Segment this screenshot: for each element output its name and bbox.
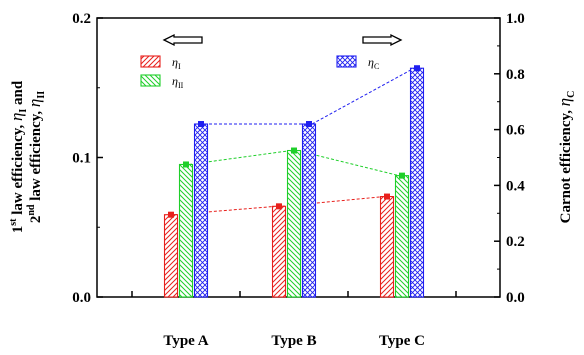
marker-I [276, 203, 282, 210]
left-tick-label: 0.0 [72, 290, 91, 306]
right-axis-label-text: Carnot efficiency, ηC [555, 91, 577, 224]
legend-swatch-I [140, 55, 161, 68]
marker-C [198, 121, 204, 128]
bar-C-type-a [193, 123, 209, 298]
legend: ηI ηII ηC [140, 55, 379, 90]
left-tick-label: 0.1 [72, 151, 91, 167]
marker-C [306, 121, 312, 128]
left-tick-label: 0.2 [72, 11, 91, 27]
bar-II-type-c [394, 175, 410, 298]
x-axis: Type A Type B Type C [131, 291, 457, 349]
marker-II [291, 147, 297, 154]
bar-C-type-c [409, 67, 425, 298]
right-tick-label: 0.6 [506, 123, 525, 139]
markers [168, 65, 420, 218]
left-axis-label-text: 1st law efficiency, ηI and [7, 80, 29, 233]
bar-II-type-b [286, 149, 302, 298]
marker-I [168, 211, 174, 218]
direction-arrows [162, 33, 403, 47]
right-axis-label: Carnot efficiency, ηC [555, 91, 577, 224]
x-category-label: Type B [271, 333, 316, 349]
marker-II [183, 161, 189, 168]
x-category-label: Type A [163, 333, 208, 349]
right-tick-label: 0.2 [506, 234, 525, 250]
x-category-label: Type C [379, 333, 425, 349]
bars [163, 67, 425, 298]
trend-line-C [311, 67, 415, 125]
right-arrow-icon [362, 33, 403, 47]
marker-C [414, 65, 420, 72]
legend-label-C: ηC [368, 55, 379, 71]
marker-II [399, 172, 405, 179]
legend-label-I: ηI [172, 55, 181, 71]
bar-C-type-b [301, 123, 317, 298]
left-axis: 0.0 0.1 0.2 [72, 11, 103, 306]
left-axis-label-line-2: 2nd law efficiency, ηII [25, 91, 47, 223]
right-tick-label: 0.0 [506, 290, 525, 306]
marker-I [384, 193, 390, 200]
legend-swatch-C [336, 55, 357, 68]
bar-I-type-a [163, 214, 179, 298]
left-axis-label-text: 2nd law efficiency, ηII [25, 91, 47, 223]
bar-I-type-c [379, 196, 395, 298]
left-arrow-icon [162, 33, 203, 47]
bar-II-type-a [178, 163, 194, 298]
bar-I-type-b [271, 205, 287, 298]
right-tick-label: 0.4 [506, 178, 525, 194]
right-tick-label: 1.0 [506, 11, 525, 27]
legend-label-II: ηII [172, 74, 184, 90]
right-axis: 0.0 0.2 0.4 0.6 0.8 1.0 [494, 11, 525, 306]
right-tick-label: 0.8 [506, 67, 525, 83]
left-axis-label-line-1: 1st law efficiency, ηI and [7, 80, 29, 233]
legend-swatch-II [140, 74, 161, 87]
